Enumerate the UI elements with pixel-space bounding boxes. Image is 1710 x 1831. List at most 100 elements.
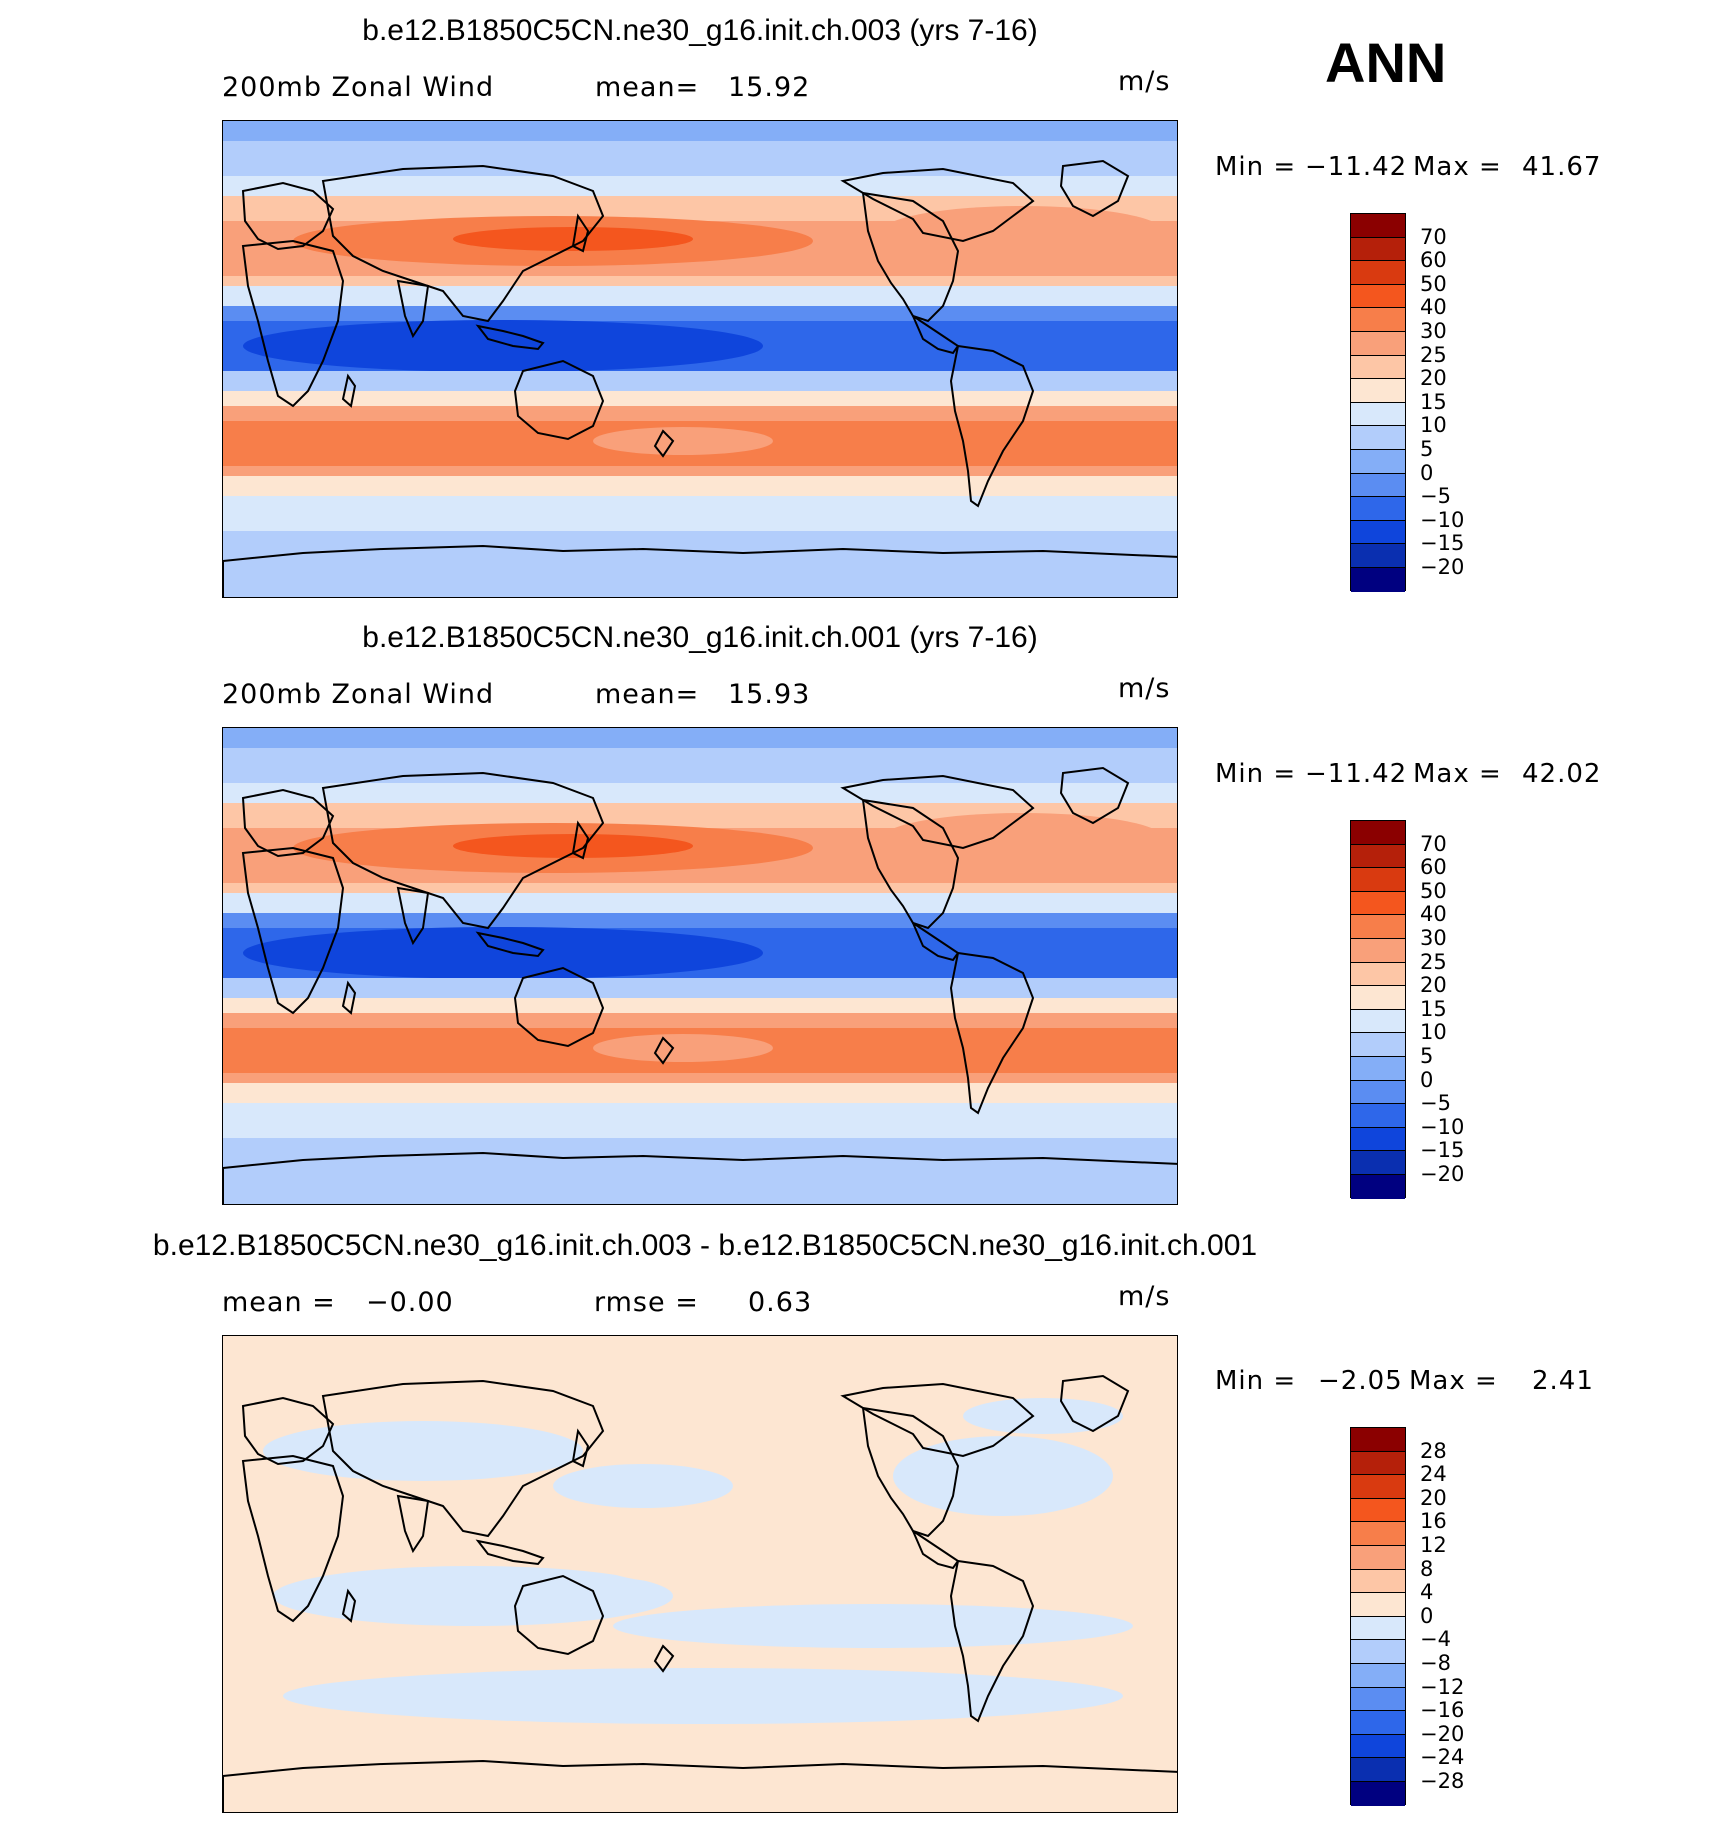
colorbar-level-label: −10 (1420, 507, 1465, 532)
coastline (241, 1396, 335, 1466)
panel-2-mean-value: 15.93 (728, 679, 811, 710)
contour-jet-atlantic (883, 813, 1163, 863)
colorbar-swatch (1351, 497, 1405, 521)
colorbar-swatch (1351, 962, 1405, 987)
coastline (653, 1036, 675, 1065)
colorbar-swatch (1351, 1009, 1405, 1034)
panel-2-min-value: −11.42 (1305, 759, 1408, 789)
season-label: ANN (1325, 31, 1447, 94)
colorbar-level-label: 50 (1420, 878, 1447, 903)
panel-2-min-label: Min = (1215, 759, 1297, 789)
colorbar-level-label: 15 (1420, 389, 1447, 414)
panel-1-units: m/s (1118, 66, 1171, 97)
colorbar-level-label: 20 (1420, 366, 1447, 391)
coastline (396, 886, 430, 946)
contour-band-tropic-south (223, 978, 1177, 998)
colorbar-swatch (1351, 1127, 1405, 1152)
coastline (571, 1428, 590, 1468)
panel-3-rmse-value: 0.63 (748, 1287, 813, 1318)
contour-band-south-jet-fringe (223, 476, 1177, 496)
colorbar-swatch (1351, 938, 1405, 963)
contour-positive-tropic (603, 1548, 803, 1584)
contour-jet-atlantic (883, 206, 1163, 256)
colorbar-swatch (1351, 1711, 1405, 1735)
panel-3-max-label: Max = (1409, 1366, 1498, 1396)
colorbar-swatch (1351, 1475, 1405, 1499)
colorbar-level-label: 10 (1420, 1020, 1447, 1045)
coastline (341, 1588, 357, 1623)
colorbar-level-label: 0 (1420, 1067, 1434, 1092)
panel-3-max-value: 2.41 (1532, 1366, 1594, 1396)
coastline (475, 931, 545, 958)
coastline (861, 191, 960, 323)
colorbar-swatch (1351, 1104, 1405, 1128)
panel-1-colorbar (1350, 213, 1406, 592)
contour-band-antarctic (223, 531, 1177, 597)
panel-3-contour-field (223, 1336, 1177, 1812)
panel-2-colorbar (1350, 820, 1406, 1199)
colorbar-swatch (1351, 986, 1405, 1010)
contour-negative-southern (283, 1668, 1123, 1724)
coastline (513, 1574, 605, 1656)
coastline (341, 980, 357, 1015)
coastline (1059, 766, 1130, 825)
panel-3-min-value: −2.05 (1318, 1366, 1403, 1396)
panel-2-units: m/s (1118, 673, 1171, 704)
colorbar-level-label: 50 (1420, 271, 1447, 296)
colorbar-level-label: −8 (1420, 1651, 1451, 1675)
panel-2-contour-field (223, 728, 1177, 1204)
colorbar-swatch (1351, 449, 1405, 474)
contour-band-antarctic (223, 1138, 1177, 1204)
coastline (321, 164, 605, 323)
colorbar-level-label: 4 (1420, 1580, 1434, 1605)
contour-easterly-core (243, 927, 763, 979)
colorbar-level-label: 12 (1420, 1533, 1447, 1557)
colorbar-swatch (1351, 1593, 1405, 1617)
coastline (223, 1151, 1177, 1204)
coastline (910, 920, 960, 962)
colorbar-swatch (1351, 1498, 1405, 1523)
colorbar-swatch (1351, 844, 1405, 869)
contour-south-jet-notch (593, 1034, 773, 1062)
colorbar-level-label: 5 (1420, 1044, 1434, 1068)
coastline (653, 1644, 675, 1673)
panel-2-map (222, 727, 1178, 1205)
panel-3-colorbar (1350, 1427, 1406, 1806)
colorbar-level-label: 15 (1420, 996, 1447, 1021)
contour-easterly-core (243, 320, 763, 372)
colorbar-level-label: −5 (1420, 1091, 1451, 1116)
colorbar-swatch (1351, 355, 1405, 380)
colorbar-swatch (1351, 379, 1405, 403)
colorbar-swatch (1351, 1080, 1405, 1105)
colorbar-swatch (1351, 214, 1405, 238)
coastline (241, 788, 335, 858)
colorbar-level-label: 25 (1420, 949, 1447, 974)
panel-1-title: b.e12.B1850C5CN.ne30_g16.init.ch.003 (yr… (362, 14, 1038, 47)
colorbar-swatch (1351, 308, 1405, 332)
colorbar-swatch (1351, 1056, 1405, 1081)
panel-2-title: b.e12.B1850C5CN.ne30_g16.init.ch.001 (yr… (362, 621, 1038, 654)
coastline (513, 359, 605, 441)
panel-2-mean-label: mean= (595, 679, 700, 710)
colorbar-swatch (1351, 284, 1405, 309)
coastline (241, 181, 335, 251)
panel-2-variable-label: 200mb Zonal Wind (222, 679, 495, 710)
panel-1-map (222, 120, 1178, 598)
colorbar-swatch (1351, 331, 1405, 356)
colorbar-swatch (1351, 544, 1405, 568)
panel-1-max-label: Max = (1413, 152, 1502, 182)
colorbar-swatch (1351, 1781, 1405, 1806)
colorbar-level-label: 30 (1420, 319, 1447, 343)
colorbar-level-label: −10 (1420, 1114, 1465, 1139)
colorbar-swatch (1351, 1033, 1405, 1057)
colorbar-level-label: 20 (1420, 1485, 1447, 1510)
colorbar-level-label: 0 (1420, 1603, 1434, 1628)
colorbar-swatch (1351, 1758, 1405, 1782)
contour-negative-pacific (553, 1464, 733, 1508)
colorbar-swatch (1351, 891, 1405, 916)
coastline (223, 544, 1177, 597)
colorbar-swatch (1351, 567, 1405, 592)
contour-negative-south-pacific (613, 1604, 1133, 1648)
panel-1-mean-value: 15.92 (728, 72, 811, 103)
colorbar-level-label: 60 (1420, 855, 1447, 880)
